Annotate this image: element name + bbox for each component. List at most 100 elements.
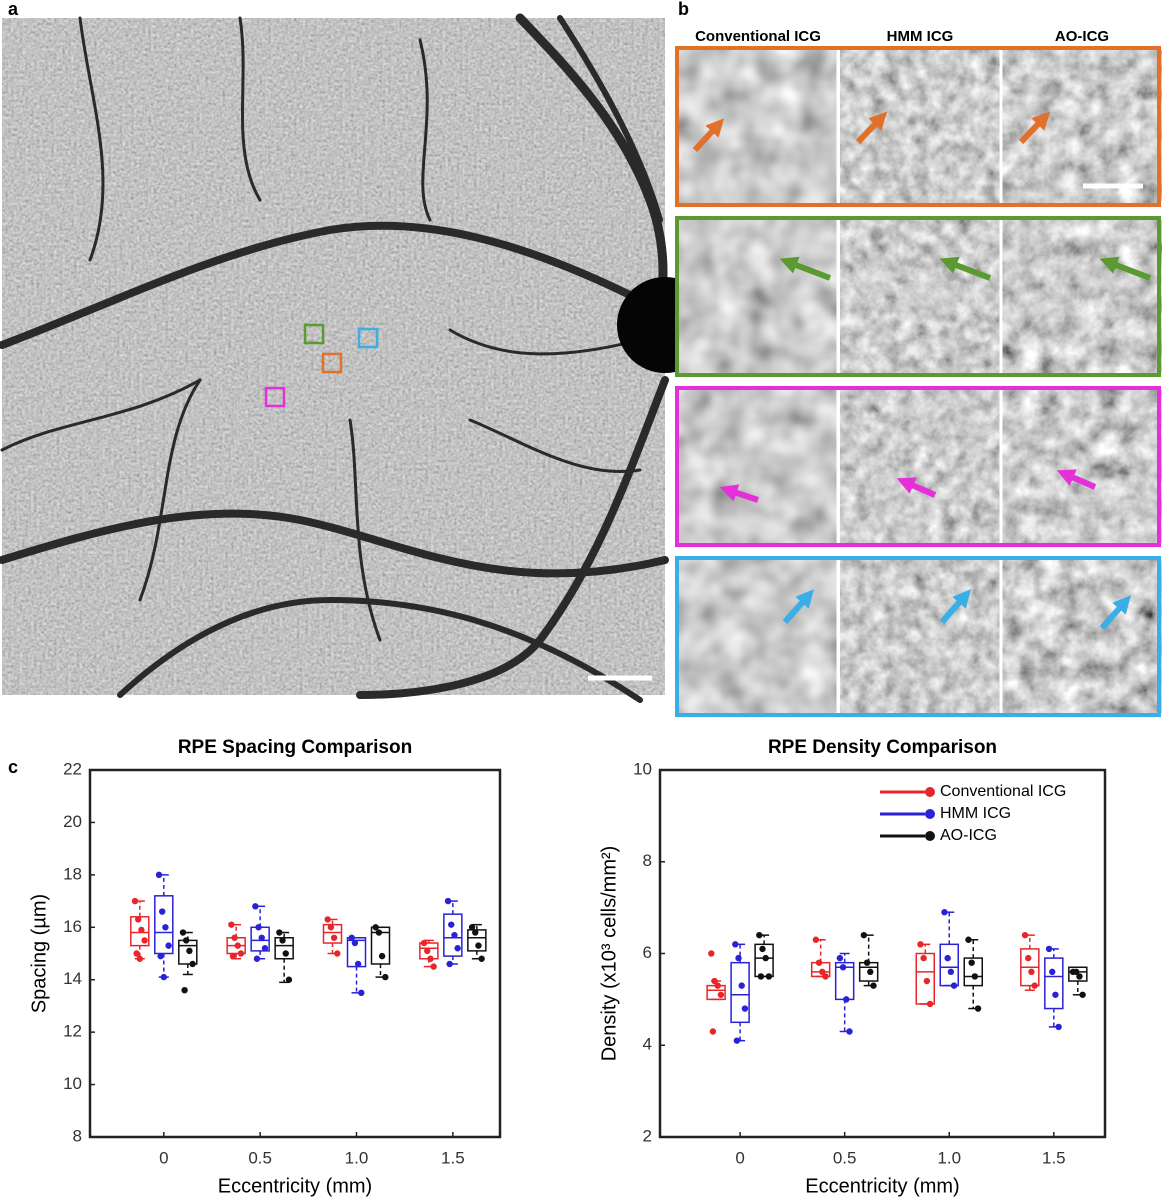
data-point xyxy=(756,931,763,939)
data-point xyxy=(186,947,193,955)
legend-marker xyxy=(925,787,935,797)
data-point xyxy=(732,941,739,948)
data-point xyxy=(714,982,721,989)
data-point xyxy=(965,936,972,943)
fundus-image xyxy=(0,13,713,703)
y-tick-label: 8 xyxy=(643,851,652,870)
data-point xyxy=(424,947,431,955)
roi-frame xyxy=(675,386,1161,547)
data-point xyxy=(261,945,269,952)
data-point xyxy=(157,952,164,960)
data-point xyxy=(759,945,766,953)
legend-marker xyxy=(925,809,935,819)
data-point xyxy=(430,963,437,970)
data-point xyxy=(375,929,383,936)
roi-image xyxy=(678,220,838,373)
data-point xyxy=(1049,968,1056,976)
y-tick-label: 6 xyxy=(643,943,652,962)
data-point xyxy=(162,924,169,931)
y-tick-label: 10 xyxy=(63,1074,82,1093)
data-point xyxy=(448,921,455,928)
data-point xyxy=(472,929,479,936)
data-point xyxy=(131,897,139,905)
data-point xyxy=(189,960,196,968)
data-point xyxy=(253,955,261,962)
roi-row xyxy=(675,556,1162,717)
data-point xyxy=(234,942,241,949)
arrow xyxy=(719,484,759,503)
data-point xyxy=(757,973,765,980)
roi-frame xyxy=(675,216,1161,377)
data-point xyxy=(733,1037,741,1044)
data-point xyxy=(354,960,362,968)
data-point xyxy=(138,926,145,934)
data-point xyxy=(950,982,958,989)
chart-title: RPE Density Comparison xyxy=(768,737,997,758)
y-tick-label: 14 xyxy=(63,969,82,988)
box xyxy=(939,943,959,987)
arrow xyxy=(1056,469,1097,490)
y-tick-label: 2 xyxy=(643,1126,652,1145)
data-point xyxy=(920,954,927,962)
data-point xyxy=(181,987,188,994)
y-tick-label: 18 xyxy=(63,864,82,883)
y-tick-label: 16 xyxy=(63,917,82,936)
roi-frame xyxy=(675,46,1161,207)
data-point xyxy=(941,909,948,916)
data-point xyxy=(229,952,237,960)
roi-image xyxy=(1002,50,1162,203)
data-point xyxy=(136,955,143,962)
arrow xyxy=(779,256,832,281)
data-point xyxy=(141,937,148,944)
roi-image xyxy=(840,560,1000,713)
arrow xyxy=(855,111,888,145)
roi-row xyxy=(675,46,1162,207)
y-axis-label: Density (x10³ cells/mm²) xyxy=(598,846,620,1062)
box xyxy=(443,913,463,957)
x-tick-label: 1.0 xyxy=(937,1148,961,1167)
data-point xyxy=(446,960,453,968)
data-point xyxy=(974,1005,982,1012)
data-point xyxy=(160,973,167,981)
roi-image xyxy=(1002,560,1162,713)
data-point xyxy=(231,934,238,941)
data-point xyxy=(155,871,163,879)
data-point xyxy=(1025,954,1032,962)
data-point xyxy=(968,959,975,966)
data-point xyxy=(822,973,829,980)
data-point xyxy=(1076,973,1083,980)
roi-image xyxy=(1002,390,1162,543)
y-tick-label: 20 xyxy=(63,812,82,831)
panel-label: b xyxy=(678,0,689,19)
box xyxy=(154,895,174,955)
y-tick-label: 4 xyxy=(643,1035,652,1054)
column-header: HMM ICG xyxy=(887,28,954,45)
data-point xyxy=(765,973,773,980)
data-point xyxy=(358,989,365,997)
arrow xyxy=(692,118,725,153)
data-point xyxy=(279,937,286,944)
roi-image xyxy=(840,220,1000,373)
data-point xyxy=(1073,968,1080,976)
data-point xyxy=(179,929,187,936)
arrow xyxy=(939,256,992,281)
data-point xyxy=(860,931,868,939)
data-point xyxy=(971,973,979,980)
data-point xyxy=(923,977,931,985)
data-point xyxy=(717,991,725,998)
data-point xyxy=(1045,945,1053,953)
data-point xyxy=(282,950,289,957)
data-point xyxy=(252,903,259,910)
data-point xyxy=(276,929,283,936)
data-point xyxy=(1021,931,1029,939)
data-point xyxy=(285,976,293,983)
box xyxy=(1044,957,1064,1010)
arrow xyxy=(782,589,814,624)
data-point xyxy=(237,950,245,957)
data-point xyxy=(183,937,190,944)
roi-image xyxy=(840,50,1000,203)
y-tick-label: 22 xyxy=(63,759,82,778)
legend-label: AO-ICG xyxy=(940,827,997,844)
